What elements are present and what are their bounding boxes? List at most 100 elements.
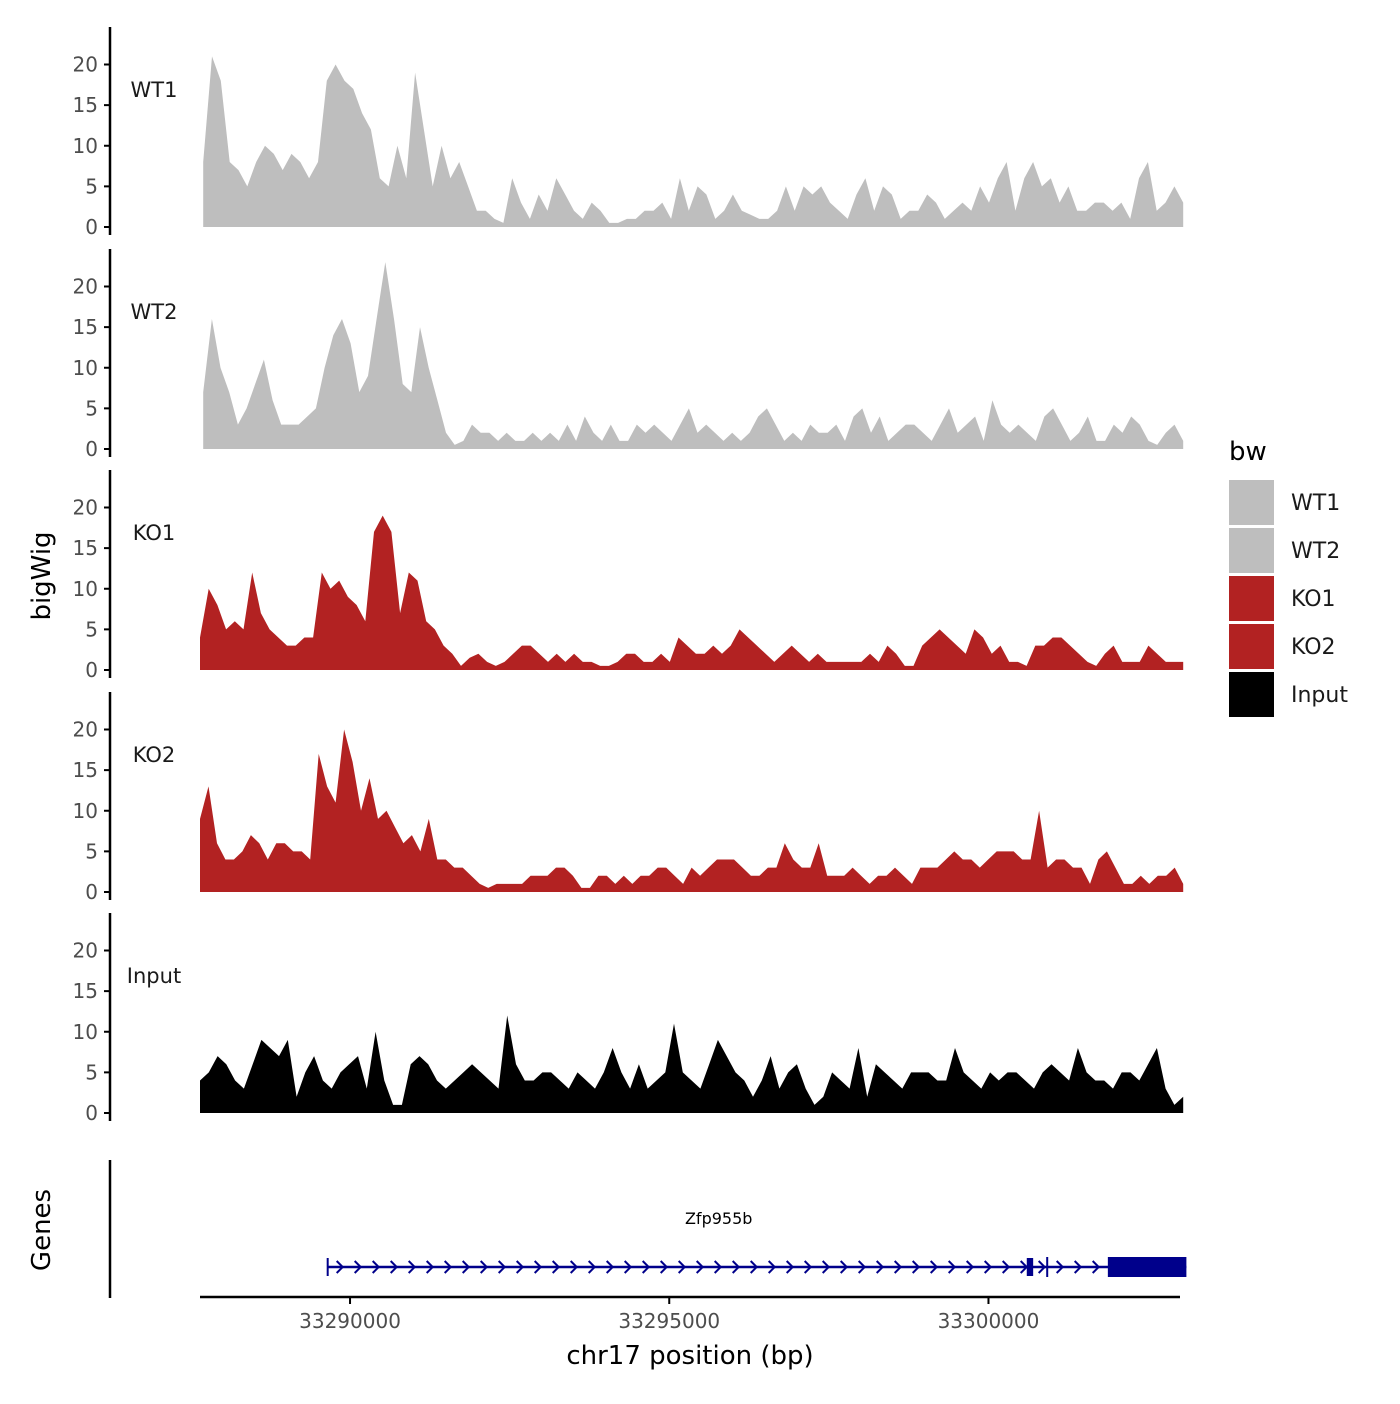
y-tick-label: 15 [73, 979, 98, 1003]
strand-arrow [929, 1260, 939, 1274]
legend: bw WT1 WT2 KO1 KO2 Input [1229, 437, 1348, 717]
y-tick-label: 20 [73, 496, 98, 520]
y-tick-label: 5 [85, 174, 98, 198]
area-ko2 [200, 729, 1184, 892]
legend-swatch-wt2 [1229, 528, 1274, 573]
y-tick-label: 10 [73, 134, 98, 158]
y-tick-label: 15 [73, 93, 98, 117]
strand-arrow [1037, 1260, 1047, 1274]
strand-arrow [911, 1260, 921, 1274]
strand-arrow [713, 1260, 723, 1274]
legend-label-ko1: KO1 [1291, 587, 1336, 612]
x-tick-label: 33290000 [299, 1309, 401, 1333]
track-ko1: 0 5 10 15 20 KO1 [73, 470, 1184, 682]
track-label: WT2 [131, 300, 178, 324]
track-ko2: 0 5 10 15 20 KO2 [73, 692, 1184, 904]
strand-arrow [569, 1260, 579, 1274]
track-label: KO1 [133, 521, 176, 545]
area-input [200, 1015, 1184, 1113]
y-tick-label: 5 [85, 839, 98, 863]
strand-arrow [947, 1260, 957, 1274]
x-axis-title: chr17 position (bp) [566, 1341, 813, 1371]
strand-arrow [875, 1260, 885, 1274]
strand-arrow [443, 1260, 453, 1274]
track-label: KO2 [133, 743, 176, 767]
strand-arrow [623, 1260, 633, 1274]
strand-arrow [515, 1260, 525, 1274]
gene-exon [1026, 1258, 1034, 1276]
y-tick-label: 20 [73, 275, 98, 299]
legend-label-input: Input [1291, 683, 1348, 708]
strand-arrow [659, 1260, 669, 1274]
track-wt2: 0 5 10 15 20 WT2 [73, 249, 1184, 461]
strand-arrow [821, 1260, 831, 1274]
y-tick-label: 15 [73, 758, 98, 782]
genes-panel-label: Genes [27, 1189, 57, 1271]
strand-arrow [785, 1260, 795, 1274]
y-tick-label: 5 [85, 396, 98, 420]
strand-arrow [767, 1260, 777, 1274]
y-tick-label: 10 [73, 799, 98, 823]
legend-swatch-wt1 [1229, 480, 1274, 525]
y-tick-label: 0 [85, 437, 98, 461]
y-tick-label: 15 [73, 315, 98, 339]
strand-arrow [641, 1260, 651, 1274]
y-tick-label: 0 [85, 658, 98, 682]
strand-arrow [533, 1260, 543, 1274]
strand-arrow [1001, 1260, 1011, 1274]
track-wt1: 0 5 10 15 20 WT1 [73, 27, 1184, 239]
y-tick-label: 20 [73, 718, 98, 742]
signal-tracks: 0 5 10 15 20 WT1 0 5 10 15 20 WT2 0 5 10 15 20 KO1 0 5 10 15 2… [73, 27, 1184, 1125]
strand-arrow [1091, 1260, 1101, 1274]
legend-label-wt2: WT2 [1291, 539, 1340, 564]
strand-arrow [731, 1260, 741, 1274]
track-input: 0 5 10 15 20 Input [73, 913, 1184, 1125]
gene-exon [1107, 1257, 1187, 1277]
strand-arrow [677, 1260, 687, 1274]
area-ko1 [200, 515, 1184, 670]
strand-arrow [839, 1260, 849, 1274]
area-wt1 [203, 56, 1184, 228]
strand-arrow [803, 1260, 813, 1274]
strand-arrow [407, 1260, 417, 1274]
x-tick-label: 33295000 [618, 1309, 720, 1333]
legend-swatch-input [1229, 672, 1274, 717]
y-tick-label: 15 [73, 536, 98, 560]
strand-arrow [551, 1260, 561, 1274]
area-wt2 [203, 262, 1184, 449]
legend-swatch-ko2 [1229, 624, 1274, 669]
strand-arrow [857, 1260, 867, 1274]
strand-arrow [1073, 1260, 1083, 1274]
y-tick-label: 10 [73, 577, 98, 601]
strand-arrow [335, 1260, 345, 1274]
strand-arrow [497, 1260, 507, 1274]
strand-arrow [425, 1260, 435, 1274]
strand-arrow [461, 1260, 471, 1274]
y-axis-title: bigWig [27, 531, 57, 620]
strand-arrow [695, 1260, 705, 1274]
strand-arrow [479, 1260, 489, 1274]
strand-arrow [587, 1260, 597, 1274]
strand-arrow [353, 1260, 363, 1274]
y-tick-label: 0 [85, 215, 98, 239]
strand-arrow [389, 1260, 399, 1274]
strand-arrow [605, 1260, 615, 1274]
y-tick-label: 0 [85, 880, 98, 904]
y-tick-label: 5 [85, 1060, 98, 1084]
y-tick-label: 0 [85, 1101, 98, 1125]
strand-arrow [965, 1260, 975, 1274]
legend-title: bw [1229, 437, 1267, 467]
strand-arrow [371, 1260, 381, 1274]
legend-label-wt1: WT1 [1291, 491, 1340, 516]
track-label: WT1 [131, 78, 178, 102]
strand-arrow [749, 1260, 759, 1274]
track-label: Input [127, 964, 181, 988]
legend-label-ko2: KO2 [1291, 635, 1336, 660]
y-tick-label: 5 [85, 617, 98, 641]
genes-panel: Genes Zfp955b [27, 1160, 1187, 1298]
y-tick-label: 10 [73, 356, 98, 380]
x-axis: 33290000 33295000 33300000 [200, 1295, 1180, 1333]
y-tick-label: 20 [73, 939, 98, 963]
